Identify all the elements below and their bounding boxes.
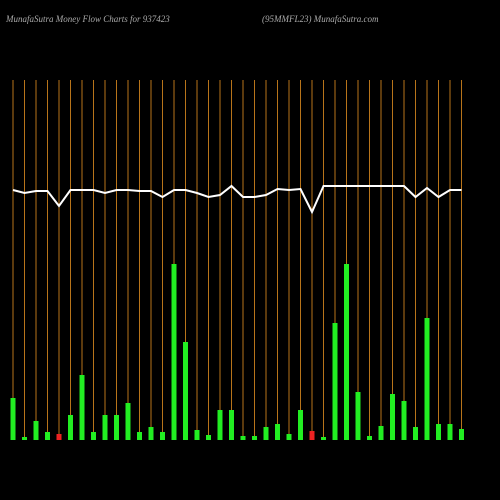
bar [344, 264, 349, 440]
bar [321, 437, 326, 440]
bar [148, 427, 154, 440]
bar [22, 437, 27, 440]
bar [217, 410, 223, 440]
bar [252, 436, 257, 440]
bar [275, 424, 280, 440]
bar [367, 436, 372, 440]
bar [286, 434, 292, 440]
bar [102, 415, 108, 440]
bar [194, 430, 200, 440]
bar [263, 427, 269, 440]
bar [68, 415, 73, 440]
bar [240, 436, 246, 440]
bar [309, 431, 315, 440]
bar [424, 318, 430, 440]
bar [114, 415, 119, 440]
bar [298, 410, 303, 440]
bar [447, 424, 453, 440]
bar [436, 424, 441, 440]
chart-title: MunafaSutra Money Flow Charts for 937423 [5, 14, 170, 24]
bar [355, 392, 361, 440]
bar [10, 398, 16, 440]
bar [137, 432, 142, 440]
bar [56, 434, 62, 440]
bar [390, 394, 395, 440]
bar [401, 401, 407, 440]
bar [160, 432, 165, 440]
bar [459, 429, 464, 440]
bar [91, 432, 96, 440]
bar [125, 403, 131, 440]
bar [79, 375, 85, 440]
bar [171, 264, 177, 440]
bar [45, 432, 50, 440]
money-flow-line [12, 184, 462, 215]
bar [206, 435, 211, 440]
bar [183, 342, 188, 440]
bar [229, 410, 234, 440]
bar [332, 323, 338, 440]
bar [33, 421, 39, 440]
bar [378, 426, 384, 440]
bar [413, 427, 418, 440]
chart-subtitle: (95MMFL23) MunafaSutra.com [262, 14, 379, 24]
